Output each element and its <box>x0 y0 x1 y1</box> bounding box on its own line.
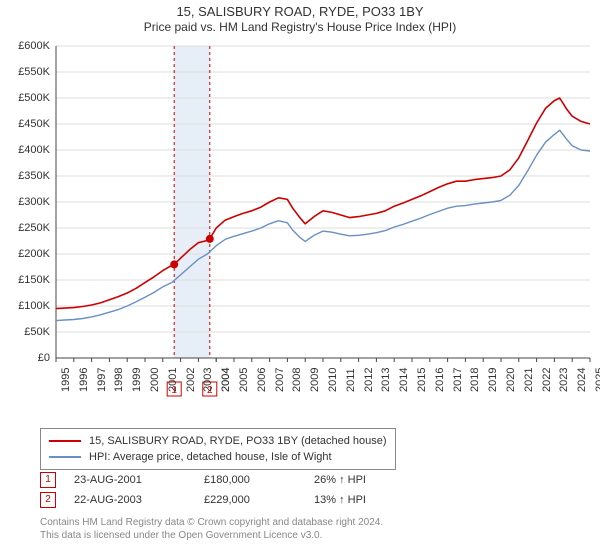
y-tick-label: £600K <box>0 40 50 52</box>
y-tick-label: £0 <box>0 352 50 364</box>
y-tick-label: £550K <box>0 66 50 78</box>
x-tick-label: 2008 <box>291 368 303 392</box>
x-tick-label: 2006 <box>256 368 268 392</box>
x-tick-label: 2017 <box>452 368 464 392</box>
attribution-line2: This data is licensed under the Open Gov… <box>40 529 383 542</box>
sale-delta: 13% ↑ HPI <box>314 494 424 506</box>
x-tick-label: 2001 <box>167 368 179 392</box>
x-tick-label: 2019 <box>487 368 499 392</box>
x-tick-label: 1997 <box>96 368 108 392</box>
x-tick-label: 2022 <box>541 368 553 392</box>
x-tick-label: 2005 <box>238 368 250 392</box>
attribution: Contains HM Land Registry data © Crown c… <box>40 516 383 542</box>
attribution-line1: Contains HM Land Registry data © Crown c… <box>40 516 383 529</box>
x-tick-label: 2016 <box>434 368 446 392</box>
y-tick-label: £150K <box>0 274 50 286</box>
y-tick-label: £200K <box>0 248 50 260</box>
y-tick-label: £250K <box>0 222 50 234</box>
x-tick-label: 2018 <box>469 368 481 392</box>
x-tick-label: 2025 <box>594 368 600 392</box>
x-tick-label: 1999 <box>131 368 143 392</box>
x-tick-label: 2020 <box>505 368 517 392</box>
x-tick-label: 2004 <box>220 368 232 392</box>
legend-swatch <box>49 456 81 458</box>
y-tick-label: £400K <box>0 144 50 156</box>
sale-row: 1 23-AUG-2001£180,00026% ↑ HPI <box>40 470 424 490</box>
y-tick-label: £350K <box>0 170 50 182</box>
x-tick-label: 2000 <box>149 368 161 392</box>
x-tick-label: 2002 <box>185 368 197 392</box>
x-tick-label: 2023 <box>558 368 570 392</box>
x-tick-label: 2010 <box>327 368 339 392</box>
x-tick-label: 2003 <box>202 368 214 392</box>
y-tick-label: £100K <box>0 300 50 312</box>
x-tick-label: 2011 <box>345 368 357 392</box>
x-tick-label: 2024 <box>576 368 588 392</box>
x-tick-label: 2015 <box>416 368 428 392</box>
legend-row: 15, SALISBURY ROAD, RYDE, PO33 1BY (deta… <box>49 433 387 449</box>
x-tick-label: 1996 <box>78 368 90 392</box>
price-chart: 12 £0 £50K £100K £150K £200K £250K £300K £350K £… <box>0 40 600 400</box>
x-tick-label: 2007 <box>274 368 286 392</box>
legend-label: 15, SALISBURY ROAD, RYDE, PO33 1BY (deta… <box>89 435 387 447</box>
legend-label: HPI: Average price, detached house, Isle… <box>89 451 332 463</box>
legend-swatch <box>49 440 81 442</box>
sale-row: 2 22-AUG-2003£229,00013% ↑ HPI <box>40 490 424 510</box>
sale-marker: 1 <box>40 472 56 488</box>
chart-svg: 12 <box>0 40 600 400</box>
y-tick-label: £500K <box>0 92 50 104</box>
legend-row: HPI: Average price, detached house, Isle… <box>49 449 387 465</box>
sale-price: £180,000 <box>204 474 314 486</box>
sales-table: 1 23-AUG-2001£180,00026% ↑ HPI 2 22-AUG-200… <box>40 470 424 510</box>
sale-delta: 26% ↑ HPI <box>314 474 424 486</box>
x-tick-label: 2014 <box>398 368 410 392</box>
x-tick-label: 2021 <box>523 368 535 392</box>
x-tick-label: 2009 <box>309 368 321 392</box>
x-tick-label: 1995 <box>60 368 72 392</box>
page-title: 15, SALISBURY ROAD, RYDE, PO33 1BY <box>0 4 600 19</box>
legend: 15, SALISBURY ROAD, RYDE, PO33 1BY (deta… <box>40 428 396 470</box>
sale-date: 22-AUG-2003 <box>74 494 204 506</box>
y-tick-label: £450K <box>0 118 50 130</box>
y-tick-label: £50K <box>0 326 50 338</box>
x-tick-label: 2012 <box>363 368 375 392</box>
page-subtitle: Price paid vs. HM Land Registry's House … <box>0 20 600 34</box>
y-tick-label: £300K <box>0 196 50 208</box>
sale-date: 23-AUG-2001 <box>74 474 204 486</box>
sale-marker: 2 <box>40 492 56 508</box>
sale-price: £229,000 <box>204 494 314 506</box>
x-tick-label: 1998 <box>113 368 125 392</box>
x-tick-label: 2013 <box>380 368 392 392</box>
